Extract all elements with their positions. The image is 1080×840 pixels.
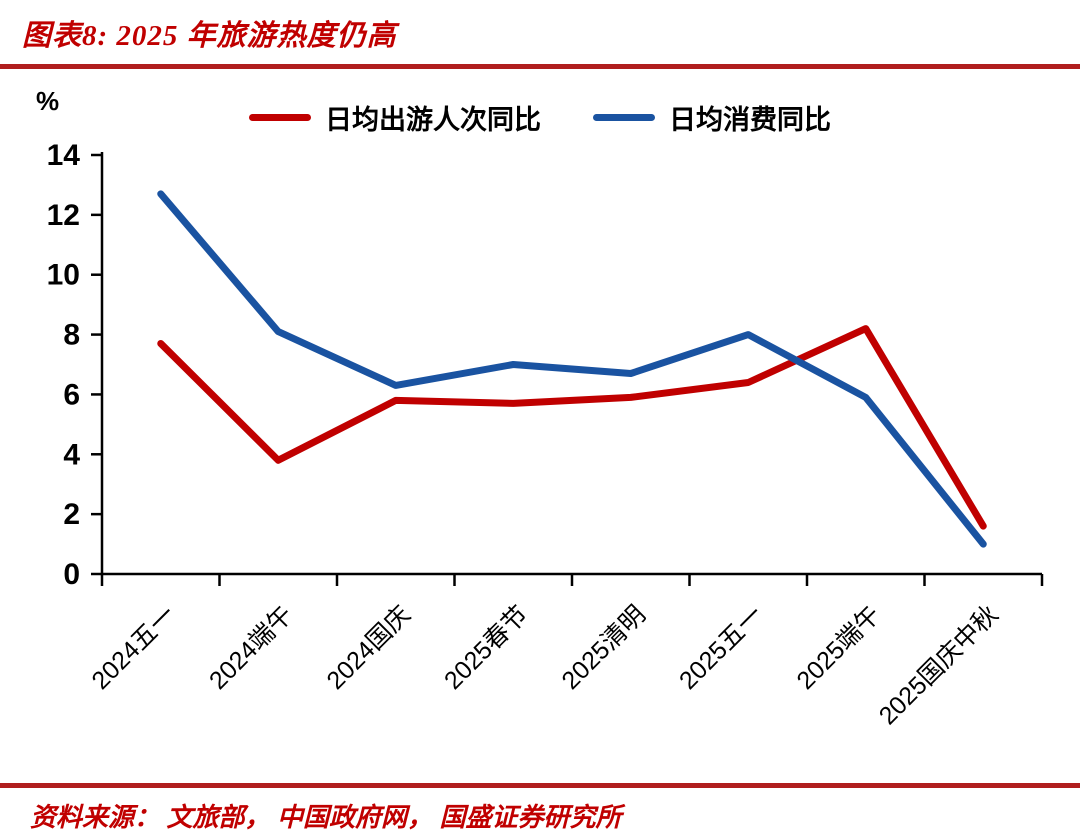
y-axis-tick-label: 4 xyxy=(63,438,80,471)
legend-item-consumption: 日均消费同比 xyxy=(593,98,831,137)
x-category-label: 2025清明 xyxy=(557,600,651,694)
x-category-label: 2024五一 xyxy=(87,600,181,694)
legend-swatch-blue xyxy=(593,114,655,121)
y-axis-unit-label: % xyxy=(36,86,60,116)
x-category-label: 2024端午 xyxy=(204,600,298,694)
legend-swatch-red xyxy=(249,114,311,121)
y-axis-tick-label: 0 xyxy=(63,558,80,591)
y-axis-tick-label: 12 xyxy=(47,199,80,232)
data-source-text: 资料来源： 文旅部， 中国政府网， 国盛证券研究所 xyxy=(30,803,622,832)
y-axis-tick-label: 6 xyxy=(63,378,80,411)
legend-label-trips: 日均出游人次同比 xyxy=(325,105,541,135)
x-category-label: 2024国庆 xyxy=(322,600,416,694)
y-axis-tick-label: 8 xyxy=(63,319,80,352)
footer-divider-rule xyxy=(0,783,1080,788)
series-line-consumption xyxy=(157,190,987,548)
series-line-trips xyxy=(157,325,987,530)
axis-lines xyxy=(100,152,1042,576)
legend-item-trips: 日均出游人次同比 xyxy=(249,98,541,137)
y-axis-tick-label: 2 xyxy=(63,498,80,531)
chart-legend: 日均出游人次同比 日均消费同比 xyxy=(0,98,1080,137)
chart-title: 图表8: 2025 年旅游热度仍高 xyxy=(22,20,397,52)
x-category-label: 2025五一 xyxy=(674,600,768,694)
y-axis-tick-label: 14 xyxy=(47,139,81,172)
title-divider-rule xyxy=(0,64,1080,69)
x-category-label: 2025国庆中秋 xyxy=(874,600,1004,730)
y-axis-tick-label: 10 xyxy=(47,259,80,292)
x-category-label: 2025端午 xyxy=(792,600,886,694)
legend-label-consumption: 日均消费同比 xyxy=(669,105,831,135)
x-category-label: 2025春节 xyxy=(439,600,533,694)
